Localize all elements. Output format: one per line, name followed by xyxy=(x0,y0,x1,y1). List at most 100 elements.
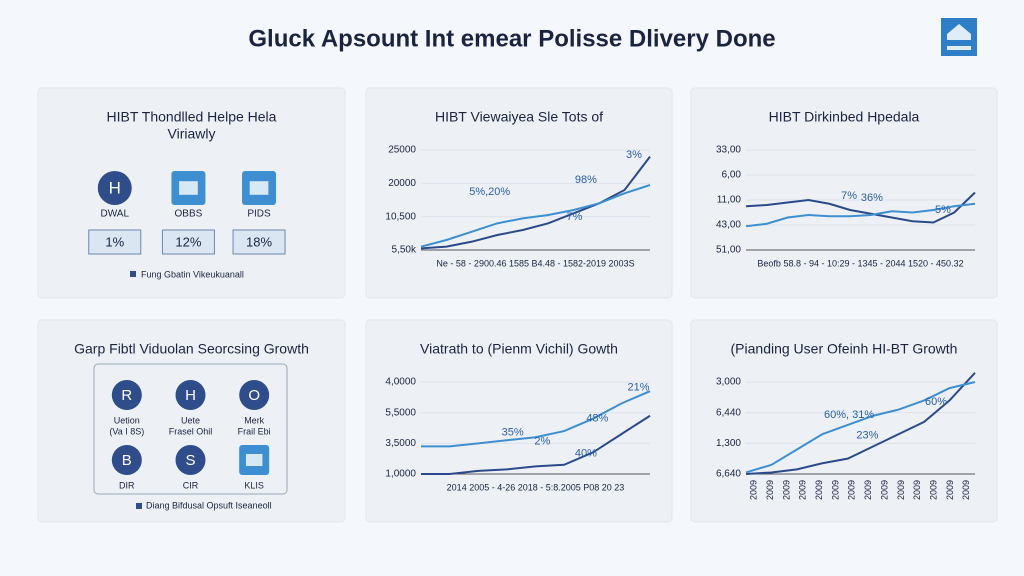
x-axis-label: Beofb 58.8 - 94 - 10:29 - 1345 - 2044 15… xyxy=(757,258,963,268)
item-label: Frasel Ohil xyxy=(169,426,213,436)
annotation: 48% xyxy=(586,413,608,425)
annotation: 21% xyxy=(628,381,650,393)
x-axis-label: 2014 2005 - 4-26 2018 - 5:8.2005 P08 20 … xyxy=(447,482,625,492)
value-box xyxy=(232,229,286,255)
item-label: KLIS xyxy=(244,480,264,490)
annotation: 5% xyxy=(935,204,951,216)
y-tick-label: 25000 xyxy=(388,145,416,156)
logo xyxy=(941,18,977,56)
item-label: CIR xyxy=(183,480,199,490)
series-line xyxy=(745,191,976,224)
y-tick-label: 33,00 xyxy=(716,145,741,156)
icon xyxy=(175,380,206,410)
legend-swatch xyxy=(130,271,136,277)
series-line xyxy=(420,156,651,250)
icon xyxy=(111,380,142,410)
legend: Fung Gbatin Vikeukuanall xyxy=(141,269,244,279)
icon-letter: R xyxy=(121,387,132,404)
item-label: (Va I 8S) xyxy=(109,426,144,436)
icon-detail xyxy=(245,454,263,466)
icon-letter: H xyxy=(185,387,196,404)
value-box xyxy=(88,229,142,255)
y-tick-label: 3,000 xyxy=(716,377,741,388)
annotation: 3% xyxy=(626,149,642,161)
series-line xyxy=(420,184,651,248)
page-title: Gluck Apsount Int emear Polisse Dlivery … xyxy=(248,25,775,52)
items-frame xyxy=(93,363,288,495)
icon xyxy=(175,445,206,475)
x-tick-label: 2009 xyxy=(896,480,906,500)
y-tick-label: 1,300 xyxy=(716,438,741,449)
y-tick-label: 10,500 xyxy=(385,211,416,222)
panel-title: (Pianding User Ofeinh HI-BT Growth xyxy=(731,341,958,357)
item-label: Frail Ebi xyxy=(238,426,271,436)
item-value: 1% xyxy=(105,234,124,249)
panel-title: Viatrath to (Pienm Vichil) Gowth xyxy=(420,341,618,357)
annotation: 98% xyxy=(575,174,597,186)
annotation: 60% xyxy=(925,396,947,408)
y-tick-label: 5,50k xyxy=(392,245,417,256)
icon xyxy=(111,445,142,475)
item-label: PIDS xyxy=(247,209,271,220)
legend: Diang Bifdusal Opsuft Iseaneoll xyxy=(146,500,272,510)
icon-letter: O xyxy=(248,387,260,404)
item-label: OBBS xyxy=(175,209,203,220)
item-value: 18% xyxy=(246,234,272,249)
x-tick-label: 2009 xyxy=(863,480,873,500)
y-tick-label: 43,00 xyxy=(716,220,741,231)
icon-detail xyxy=(179,181,198,195)
series-line xyxy=(421,390,651,448)
annotation: 2% xyxy=(534,436,550,448)
y-tick-label: 3,5000 xyxy=(385,438,416,449)
annotation: 36% xyxy=(861,192,883,204)
y-tick-label: 6,640 xyxy=(716,469,741,480)
item-label: DWAL xyxy=(100,209,129,220)
y-tick-label: 11,00 xyxy=(717,195,742,206)
annotation: 35% xyxy=(502,427,524,439)
icon-detail xyxy=(249,181,269,195)
panel-title: Garp Fibtl Viduolan Seorcsing Growth xyxy=(74,341,309,357)
annotation: 23% xyxy=(856,429,878,441)
panel-title: HIBT Viewaiyea Sle Tots of xyxy=(435,109,603,125)
item-label: Merk xyxy=(244,415,264,425)
x-tick-label: 2009 xyxy=(847,480,857,500)
panel xyxy=(365,87,673,299)
item-label: Uetion xyxy=(114,415,140,425)
annotation: 5%,20% xyxy=(469,186,510,198)
annotation: 7% xyxy=(841,190,857,202)
x-axis-label: Ne - 58 - 2900.46 1585 B4.48 - 1582-2019… xyxy=(436,258,634,268)
icon-letter: H xyxy=(109,178,121,197)
icon xyxy=(239,380,270,410)
annotation: 60%, 31% xyxy=(824,409,874,421)
annotation: 40% xyxy=(575,448,597,460)
panel-title: HIBT Thondlled Helpe Hela xyxy=(107,109,277,125)
series-line xyxy=(745,202,976,228)
x-tick-label: 2009 xyxy=(961,480,971,500)
panel xyxy=(365,319,673,523)
panel xyxy=(690,319,998,523)
y-tick-label: 4,0000 xyxy=(385,377,416,388)
x-tick-label: 2009 xyxy=(765,480,775,500)
x-tick-label: 2009 xyxy=(912,480,922,500)
y-tick-label: 20000 xyxy=(388,178,416,189)
panel xyxy=(690,87,998,299)
icon xyxy=(97,171,132,205)
x-tick-label: 2009 xyxy=(879,480,889,500)
annotation: 7% xyxy=(566,211,582,223)
x-tick-label: 2009 xyxy=(781,480,791,500)
series-line xyxy=(745,381,976,474)
icon-letter: B xyxy=(122,452,132,469)
legend-swatch xyxy=(136,503,142,509)
icon-letter: S xyxy=(185,452,195,469)
y-tick-label: 1,0000 xyxy=(385,469,416,480)
panel-title: HIBT Dirkinbed Hpedala xyxy=(769,109,920,125)
series-line xyxy=(421,414,651,475)
x-tick-label: 2009 xyxy=(814,480,824,500)
x-tick-label: 2009 xyxy=(830,480,840,500)
item-value: 12% xyxy=(175,234,201,249)
x-tick-label: 2009 xyxy=(798,480,808,500)
item-label: DIR xyxy=(119,480,135,490)
x-tick-label: 2009 xyxy=(928,480,938,500)
y-tick-label: 6,440 xyxy=(716,407,741,418)
